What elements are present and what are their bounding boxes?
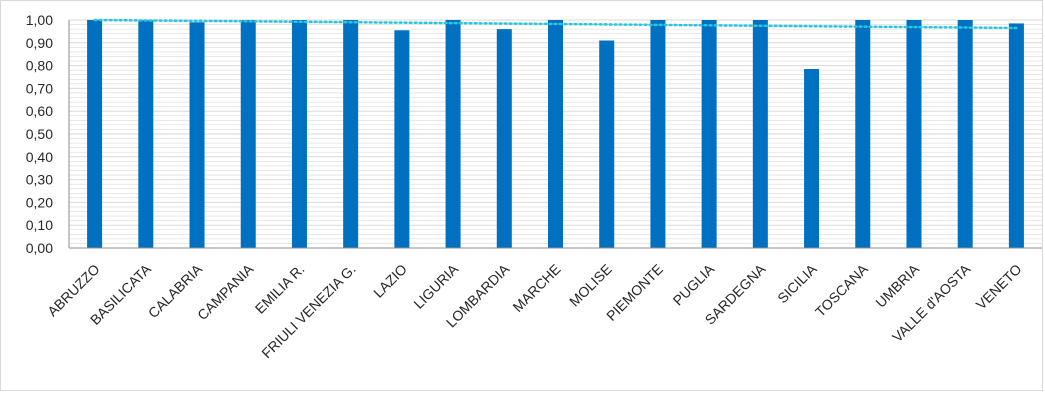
bar-lazio [394,30,410,249]
bar-sicilia [804,69,820,249]
bar-liguria [445,20,461,248]
bar-veneto [1008,23,1024,249]
bar-campania [240,20,256,248]
bar-umbria [906,20,922,248]
x-category-label: TOSCANA [812,260,871,319]
bar-molise [599,40,615,248]
bars [87,20,1024,249]
x-category-label: FRIULI VENEZIA G. [258,261,358,361]
bar-basilicata [138,20,154,248]
bar-valle-d-aosta [957,20,973,248]
x-category-label: UMBRIA [872,260,922,310]
y-tick-label: 0,00 [26,240,53,256]
bar-emilia-r [291,20,307,248]
x-category-label: LAZIO [370,261,410,301]
x-category-label: MOLISE [566,261,615,310]
y-tick-label: 0,10 [26,217,53,233]
y-tick-label: 0,70 [26,80,53,96]
y-tick-label: 0,60 [26,103,53,119]
y-tick-label: 0,40 [26,149,53,165]
x-category-label: SICILIA [774,260,820,306]
bar-calabria [189,22,205,249]
y-tick-label: 0,20 [26,194,53,210]
bar-lombardia [496,29,512,249]
x-category-label: LIGURIA [410,260,461,311]
x-category-labels: ABRUZZOBASILICATACALABRIACAMPANIAEMILIA … [44,260,1024,361]
y-tick-label: 0,50 [26,126,53,142]
bar-piemonte [650,20,666,248]
bar-friuli-venezia-g [343,20,359,248]
y-tick-label: 0,30 [26,172,53,188]
x-category-label: MARCHE [509,261,563,315]
trendline [93,18,1018,30]
bar-marche [548,20,563,248]
bar-abruzzo [87,20,103,248]
bar-sardegna [752,20,768,248]
axes [68,20,1042,249]
x-category-label: CAMPANIA [194,260,257,323]
bar-toscana [855,20,871,248]
y-tick-label: 0,80 [26,58,53,74]
y-tick-label: 0,90 [26,35,53,51]
y-tick-label: 1,00 [26,12,53,28]
trendline [93,18,1018,30]
x-category-label: VENETO [973,261,1025,313]
bar-puglia [701,20,717,248]
x-category-label: PUGLIA [670,260,718,308]
y-tick-labels: 0,00 0,10 0,20 0,30 0,40 0,50 0,60 0,70 0,80 0,90… [26,12,53,256]
